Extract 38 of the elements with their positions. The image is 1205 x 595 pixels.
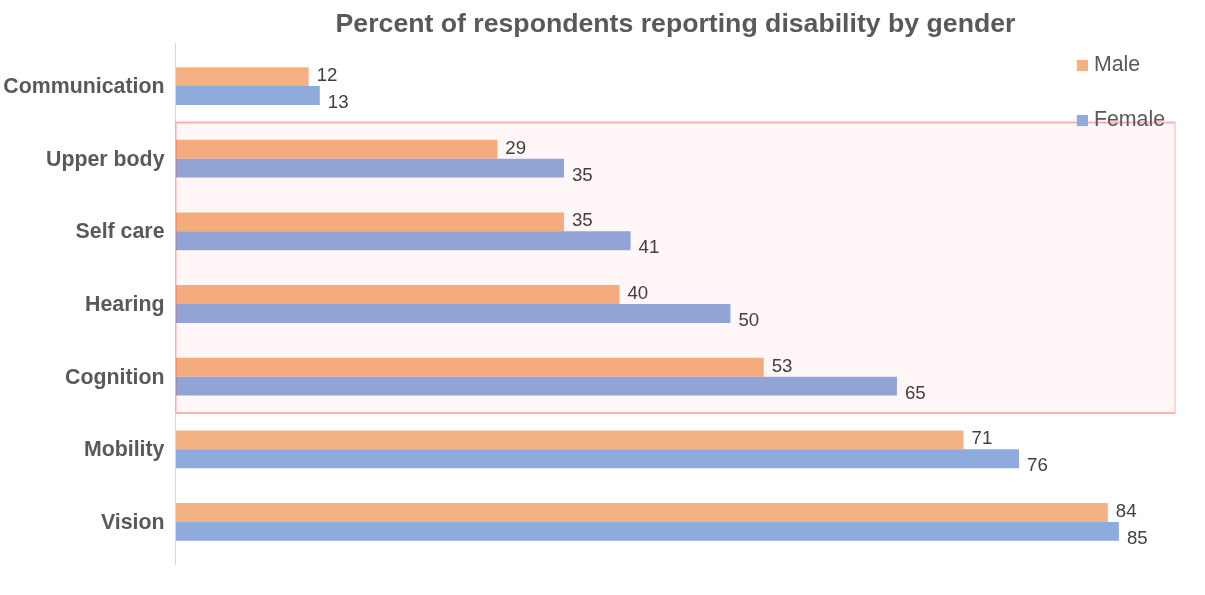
legend-label: Male (1093, 52, 1141, 77)
data-label: 76 (1027, 454, 1048, 476)
y-tick-label: Cognition (65, 364, 165, 389)
bar (175, 357, 764, 377)
data-label: 35 (571, 163, 593, 185)
data-label: 13 (327, 91, 349, 113)
data-label: 53 (771, 354, 793, 376)
bar (175, 449, 1020, 469)
y-tick-label: Vision (100, 509, 165, 534)
y-tick-label: Communication (3, 74, 165, 99)
chart-title: Percent of respondents reporting disability by gender (335, 7, 1016, 38)
y-tick-label: Mobility (83, 437, 165, 462)
bar (175, 86, 320, 105)
data-label: 50 (738, 308, 760, 330)
data-label: 40 (627, 282, 649, 304)
bar (175, 430, 964, 450)
data-label: 71 (971, 427, 993, 449)
data-label: 35 (571, 209, 593, 231)
bar (175, 376, 897, 396)
y-tick-label: Hearing (85, 292, 165, 316)
data-label: 41 (638, 236, 660, 258)
bar (175, 212, 564, 232)
data-label: 12 (316, 64, 338, 86)
y-tick-label: Upper body (46, 146, 165, 171)
y-tick-label: Self care (75, 219, 165, 244)
bar (175, 304, 731, 323)
bar (175, 139, 498, 159)
data-label: 85 (1126, 526, 1148, 548)
legend-label: Female (1093, 107, 1165, 132)
bar (175, 67, 309, 87)
bar (175, 231, 631, 251)
bar (175, 521, 1119, 541)
bar (175, 158, 564, 178)
bar (175, 285, 620, 304)
data-label: 29 (505, 136, 527, 158)
data-label: 65 (904, 381, 926, 403)
bar (175, 503, 1108, 522)
data-label: 84 (1115, 499, 1137, 521)
